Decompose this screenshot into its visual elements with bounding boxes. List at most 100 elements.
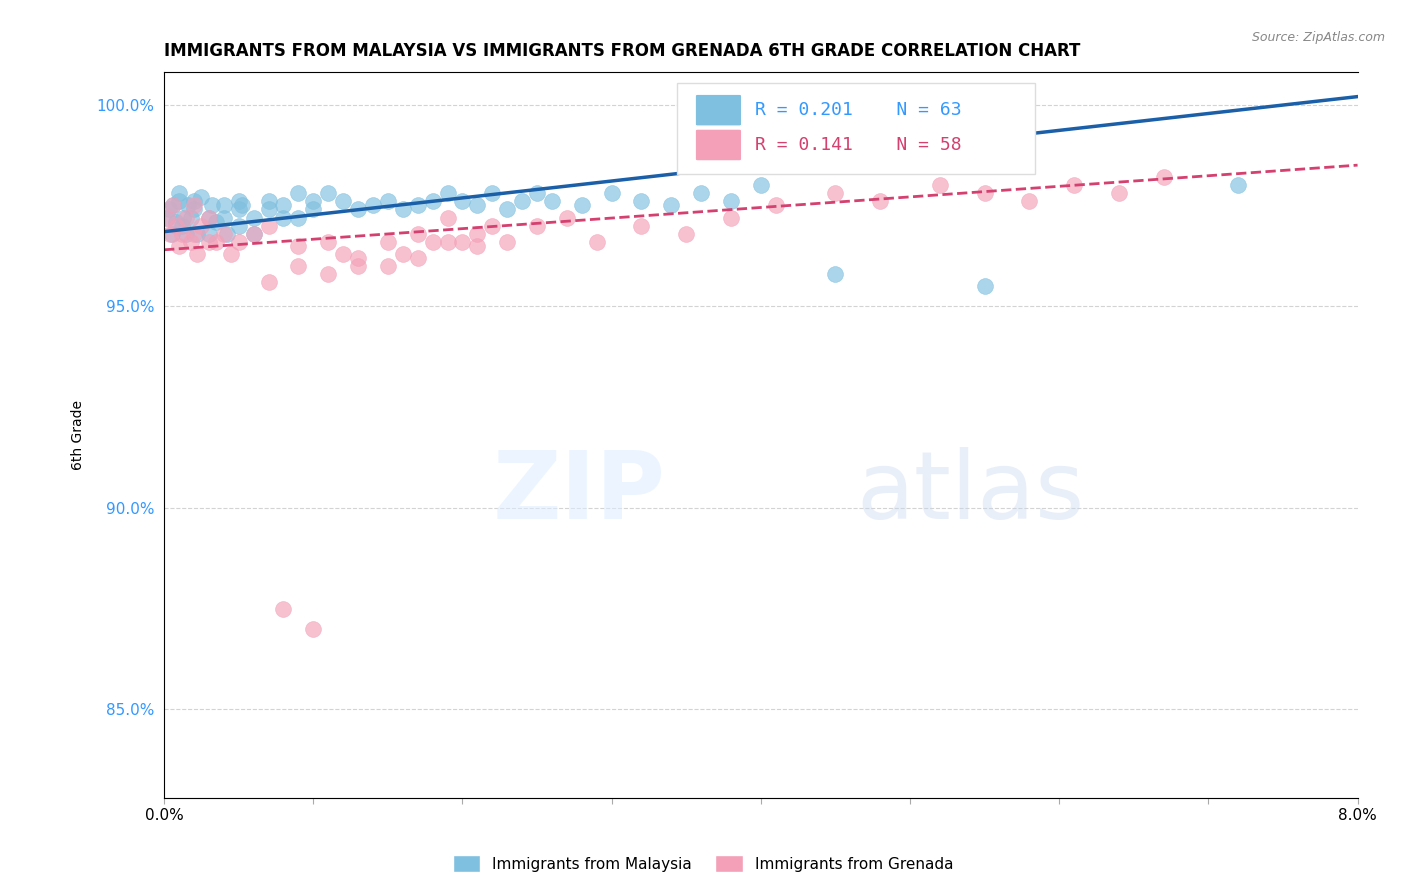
Point xyxy=(526,219,548,233)
Point xyxy=(496,202,519,217)
Point xyxy=(316,235,339,249)
Text: IMMIGRANTS FROM MALAYSIA VS IMMIGRANTS FROM GRENADA 6TH GRADE CORRELATION CHART: IMMIGRANTS FROM MALAYSIA VS IMMIGRANTS F… xyxy=(165,42,1080,60)
Point xyxy=(231,198,253,212)
Point xyxy=(973,279,995,293)
Text: R = 0.141    N = 58: R = 0.141 N = 58 xyxy=(755,136,962,154)
Point xyxy=(287,239,309,253)
Point xyxy=(973,186,995,201)
Point xyxy=(347,251,370,265)
Point xyxy=(170,219,193,233)
Point xyxy=(467,227,489,241)
Legend: Immigrants from Malaysia, Immigrants from Grenada: Immigrants from Malaysia, Immigrants fro… xyxy=(446,847,960,880)
Point xyxy=(287,259,309,273)
Point xyxy=(585,235,607,249)
Point xyxy=(215,227,238,241)
Point xyxy=(526,186,548,201)
Point xyxy=(186,227,208,241)
Point xyxy=(273,601,295,615)
Point xyxy=(377,259,399,273)
Point xyxy=(391,247,413,261)
Point xyxy=(302,202,325,217)
Point xyxy=(720,211,742,225)
Point xyxy=(720,194,742,209)
Point xyxy=(690,186,713,201)
Point xyxy=(869,194,891,209)
Point xyxy=(228,194,250,209)
Point xyxy=(183,198,205,212)
Point xyxy=(749,178,772,193)
Point xyxy=(451,235,474,249)
Point xyxy=(172,211,194,225)
Point xyxy=(287,211,309,225)
Text: R = 0.201    N = 63: R = 0.201 N = 63 xyxy=(755,101,962,120)
Point xyxy=(436,235,458,249)
Point xyxy=(287,186,309,201)
Point xyxy=(162,198,184,212)
Point xyxy=(302,194,325,209)
Point xyxy=(228,219,250,233)
Point xyxy=(183,194,205,209)
FancyBboxPatch shape xyxy=(695,95,742,126)
Point xyxy=(257,194,280,209)
Point xyxy=(361,198,384,212)
Point xyxy=(422,194,444,209)
Y-axis label: 6th Grade: 6th Grade xyxy=(72,401,86,470)
Point xyxy=(824,267,846,281)
Point xyxy=(332,194,354,209)
Point xyxy=(159,227,181,241)
Point xyxy=(242,227,264,241)
Text: Source: ZipAtlas.com: Source: ZipAtlas.com xyxy=(1251,31,1385,45)
Text: atlas: atlas xyxy=(856,447,1084,540)
Point xyxy=(176,227,198,241)
Point xyxy=(198,235,221,249)
Point xyxy=(170,227,193,241)
Point xyxy=(377,194,399,209)
Point xyxy=(186,247,208,261)
Point xyxy=(160,227,183,241)
Point xyxy=(228,202,250,217)
Point xyxy=(467,239,489,253)
Point xyxy=(928,178,950,193)
Point xyxy=(316,267,339,281)
Point xyxy=(198,211,221,225)
Point xyxy=(198,227,221,241)
Point xyxy=(167,194,190,209)
Point xyxy=(659,198,682,212)
Point xyxy=(1063,178,1085,193)
Point xyxy=(302,622,325,636)
Point xyxy=(257,275,280,289)
Point xyxy=(347,202,370,217)
Point xyxy=(273,211,295,225)
Point xyxy=(165,214,187,228)
Point xyxy=(183,227,205,241)
Point xyxy=(436,186,458,201)
Point xyxy=(201,198,224,212)
Point xyxy=(190,190,212,204)
Point xyxy=(406,198,429,212)
Point xyxy=(765,198,787,212)
Point xyxy=(391,202,413,217)
Point xyxy=(177,198,200,212)
Point xyxy=(156,211,179,225)
Point xyxy=(205,214,228,228)
Point xyxy=(675,227,697,241)
Point xyxy=(406,227,429,241)
Text: ZIP: ZIP xyxy=(492,447,665,540)
Point xyxy=(1153,170,1175,185)
Point xyxy=(212,198,235,212)
Point xyxy=(316,186,339,201)
Point xyxy=(198,211,221,225)
Point xyxy=(219,247,242,261)
Point xyxy=(157,202,180,217)
Point xyxy=(242,211,264,225)
Point xyxy=(406,251,429,265)
Point xyxy=(1227,178,1250,193)
Point xyxy=(347,259,370,273)
Point xyxy=(257,202,280,217)
Point xyxy=(165,219,187,233)
Point xyxy=(600,186,623,201)
Point xyxy=(212,227,235,241)
FancyBboxPatch shape xyxy=(695,129,742,161)
Point xyxy=(467,198,489,212)
Point xyxy=(1108,186,1130,201)
